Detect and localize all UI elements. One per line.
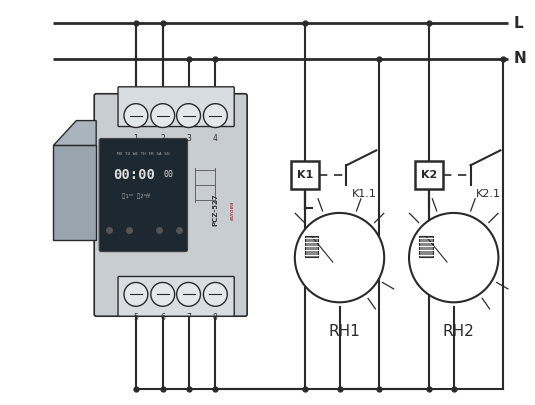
FancyBboxPatch shape (118, 277, 234, 316)
Text: 4: 4 (213, 134, 218, 143)
Text: ⑈1ᵒⁿ  ⑉2ᵒḟḟ: ⑈1ᵒⁿ ⑉2ᵒḟḟ (122, 193, 150, 199)
Text: MO TU WE TH FR SA SU: MO TU WE TH FR SA SU (117, 152, 169, 156)
Text: 00:00: 00:00 (113, 168, 155, 182)
Text: K1: K1 (296, 170, 313, 180)
Circle shape (203, 104, 227, 128)
FancyBboxPatch shape (118, 87, 234, 126)
Circle shape (177, 282, 201, 306)
Text: PCZ-527: PCZ-527 (212, 194, 218, 226)
Bar (291, 161, 319, 189)
Bar (419, 237, 433, 256)
FancyBboxPatch shape (94, 94, 247, 316)
Text: 8: 8 (213, 313, 218, 322)
Text: 6: 6 (160, 313, 165, 322)
Circle shape (203, 282, 227, 306)
Text: 5: 5 (133, 313, 139, 322)
Circle shape (177, 104, 201, 128)
Text: 00: 00 (164, 170, 174, 179)
Circle shape (151, 104, 174, 128)
Circle shape (124, 104, 148, 128)
Text: 2: 2 (160, 134, 165, 143)
Circle shape (151, 282, 174, 306)
Text: 7: 7 (186, 313, 191, 322)
Text: RН1: RН1 (328, 324, 361, 339)
Text: K2.1: K2.1 (476, 189, 501, 199)
Circle shape (409, 213, 499, 302)
Bar (305, 237, 318, 256)
Text: K1.1: K1.1 (351, 189, 376, 199)
Text: euroea: euroea (230, 200, 235, 220)
Text: 3: 3 (186, 134, 191, 143)
Text: 1: 1 (134, 134, 138, 143)
Circle shape (124, 282, 148, 306)
Text: RН2: RН2 (443, 324, 475, 339)
Circle shape (295, 213, 384, 302)
Text: K2: K2 (421, 170, 437, 180)
Text: N: N (513, 51, 526, 66)
Bar (415, 161, 443, 189)
Polygon shape (54, 121, 96, 145)
Text: L: L (513, 16, 523, 31)
Polygon shape (54, 145, 96, 240)
FancyBboxPatch shape (99, 139, 188, 252)
